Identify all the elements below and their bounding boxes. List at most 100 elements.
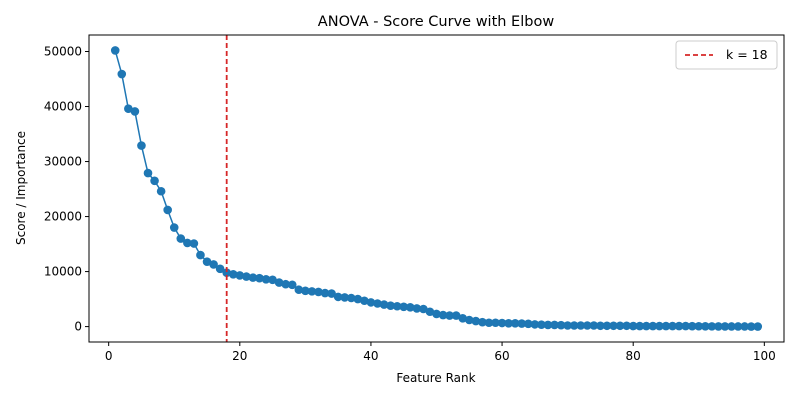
data-point bbox=[307, 287, 317, 296]
data-point bbox=[510, 318, 520, 328]
data-point bbox=[687, 321, 697, 331]
data-point bbox=[419, 304, 428, 314]
data-point bbox=[287, 280, 297, 290]
data-point bbox=[353, 294, 363, 304]
data-point bbox=[615, 321, 625, 331]
data-point bbox=[143, 168, 153, 178]
data-point bbox=[176, 234, 186, 243]
data-point bbox=[412, 304, 422, 313]
data-point bbox=[301, 286, 310, 296]
y-tick-label: 0 bbox=[74, 320, 82, 334]
data-point bbox=[504, 318, 513, 328]
data-point bbox=[707, 322, 717, 331]
data-point bbox=[451, 311, 461, 320]
data-point bbox=[537, 320, 546, 329]
data-point bbox=[674, 321, 684, 331]
data-point bbox=[268, 275, 277, 285]
data-point bbox=[720, 322, 730, 331]
data-point bbox=[156, 186, 166, 196]
data-point bbox=[196, 250, 205, 260]
data-point bbox=[655, 321, 664, 331]
data-point bbox=[248, 273, 258, 282]
data-point bbox=[714, 322, 723, 331]
data-point bbox=[333, 292, 343, 302]
data-point bbox=[169, 223, 179, 232]
data-point bbox=[602, 321, 612, 331]
data-point bbox=[628, 321, 638, 331]
data-point bbox=[464, 315, 474, 325]
data-point bbox=[386, 301, 395, 310]
data-point bbox=[255, 273, 264, 283]
data-point bbox=[215, 264, 225, 274]
data-point bbox=[523, 319, 533, 329]
data-point bbox=[110, 46, 120, 55]
data-point bbox=[130, 107, 140, 116]
data-point bbox=[379, 300, 389, 309]
data-point bbox=[235, 271, 245, 280]
data-point bbox=[530, 320, 540, 329]
y-tick-label: 30000 bbox=[44, 155, 82, 169]
y-axis-label: Score / Importance bbox=[14, 131, 28, 245]
chart-title: ANOVA - Score Curve with Elbow bbox=[318, 14, 555, 30]
x-axis-label: Feature Rank bbox=[396, 371, 475, 385]
data-point bbox=[327, 289, 336, 298]
data-point bbox=[471, 316, 481, 326]
data-point bbox=[727, 322, 736, 331]
data-point bbox=[209, 260, 218, 269]
axis-ticks: 0 20 40 60 80 100 0 10000 20000 30000 40000 50000 bbox=[44, 45, 776, 363]
data-point bbox=[753, 322, 763, 331]
data-point bbox=[399, 302, 409, 312]
data-point bbox=[228, 270, 238, 279]
data-point bbox=[360, 296, 369, 306]
legend-box bbox=[675, 40, 778, 70]
data-point bbox=[694, 321, 704, 331]
x-tick-label: 20 bbox=[232, 349, 247, 363]
data-point bbox=[222, 268, 231, 277]
data-point bbox=[733, 322, 743, 331]
data-point bbox=[261, 274, 271, 284]
data-point bbox=[425, 307, 435, 317]
data-point bbox=[405, 303, 415, 312]
data-point bbox=[242, 272, 251, 281]
data-point bbox=[576, 321, 586, 330]
legend: k = 18 bbox=[675, 40, 778, 70]
data-point bbox=[550, 320, 559, 330]
data-point bbox=[569, 321, 579, 330]
data-point bbox=[563, 321, 572, 330]
data-point bbox=[137, 141, 146, 150]
data-point bbox=[202, 257, 212, 266]
data-point bbox=[445, 311, 454, 320]
data-point bbox=[661, 321, 671, 331]
data-point bbox=[556, 320, 566, 330]
data-point bbox=[517, 319, 527, 328]
data-point bbox=[478, 317, 487, 327]
data-point bbox=[497, 318, 507, 328]
data-point bbox=[124, 104, 133, 114]
data-point bbox=[648, 321, 658, 331]
axes-frame bbox=[88, 34, 785, 343]
data-point bbox=[366, 298, 376, 307]
data-point bbox=[491, 318, 500, 328]
data-point bbox=[163, 205, 172, 215]
x-tick-label: 100 bbox=[753, 349, 776, 363]
data-point bbox=[609, 321, 618, 331]
data-point bbox=[438, 310, 448, 320]
plot-area bbox=[110, 35, 763, 342]
data-point bbox=[543, 320, 553, 330]
data-point bbox=[117, 69, 127, 79]
x-tick-label: 80 bbox=[626, 349, 641, 363]
data-point bbox=[189, 239, 199, 248]
series-line bbox=[114, 50, 758, 328]
x-tick-label: 60 bbox=[494, 349, 509, 363]
data-point bbox=[294, 285, 304, 295]
data-point bbox=[681, 321, 690, 331]
data-point bbox=[642, 321, 651, 331]
data-point bbox=[183, 238, 192, 248]
y-tick-label: 10000 bbox=[44, 265, 82, 279]
data-point bbox=[484, 318, 494, 328]
data-point bbox=[392, 301, 402, 311]
data-point bbox=[274, 278, 284, 287]
data-point bbox=[668, 321, 677, 331]
